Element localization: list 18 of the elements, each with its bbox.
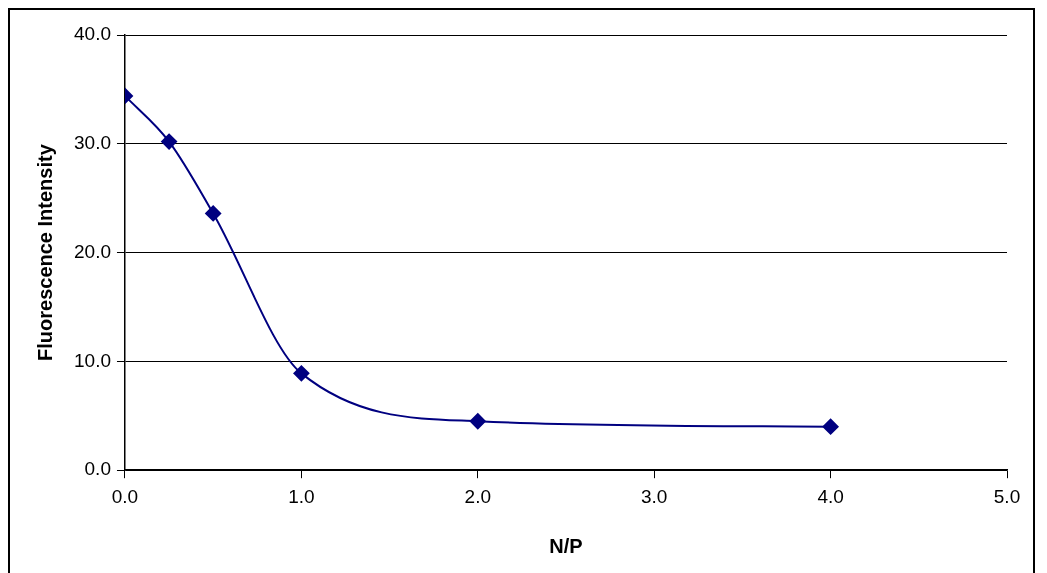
x-tick-label: 0.0 (111, 485, 139, 507)
point (822, 418, 839, 435)
y-tick-label: 30.0 (74, 132, 111, 154)
point (469, 413, 486, 430)
y-tick-label: 40.0 (74, 23, 111, 45)
x-tick-label: 1.0 (288, 485, 315, 507)
x-tick-label: 2.0 (464, 485, 491, 507)
x-tick-label: 4.0 (817, 485, 844, 507)
point (161, 133, 178, 150)
x-axis-title: N/P (549, 534, 583, 557)
x-tick-label: 3.0 (640, 485, 668, 507)
y-tick-label: 0.0 (84, 458, 111, 480)
point (205, 205, 222, 222)
y-tick-label: 20.0 (74, 240, 111, 262)
y-axis-title: Fluorescence Intensity (33, 143, 56, 361)
point (293, 365, 310, 382)
x-tick-label: 5.0 (993, 485, 1021, 507)
y-tick-label: 10.0 (74, 349, 111, 371)
